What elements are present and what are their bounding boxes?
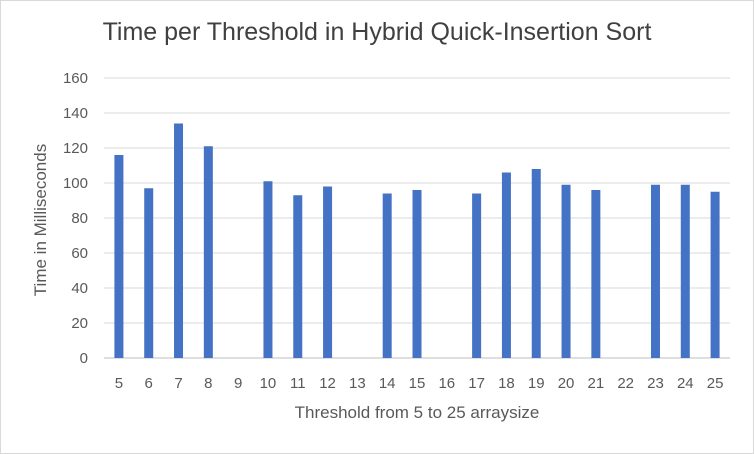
bar-20 <box>561 184 571 358</box>
bar-8 <box>203 146 213 358</box>
bar-6 <box>144 188 154 358</box>
bar-21 <box>591 190 601 358</box>
y-tick-label: 120 <box>63 140 88 157</box>
x-tick-label: 16 <box>438 375 455 392</box>
x-tick-label: 23 <box>647 375 664 392</box>
x-tick-label: 10 <box>260 375 277 392</box>
x-tick-label: 20 <box>558 375 575 392</box>
x-tick-label: 14 <box>379 375 396 392</box>
x-tick-label: 15 <box>409 375 426 392</box>
x-tick-label: 13 <box>349 375 366 392</box>
y-tick-label: 160 <box>63 70 88 87</box>
y-tick-label: 20 <box>71 315 88 332</box>
x-tick-label: 25 <box>707 375 724 392</box>
x-tick-label: 24 <box>677 375 694 392</box>
bar-5 <box>114 155 124 358</box>
bar-23 <box>650 184 660 358</box>
bar-24 <box>680 184 690 358</box>
bar-18 <box>501 172 511 358</box>
x-tick-label: 12 <box>319 375 336 392</box>
y-tick-label: 80 <box>71 210 88 227</box>
x-tick-label: 21 <box>588 375 605 392</box>
bar-17 <box>472 193 482 358</box>
x-tick-label: 5 <box>115 375 123 392</box>
y-tick-label: 140 <box>63 105 88 122</box>
bar-12 <box>323 186 333 358</box>
x-tick-label: 7 <box>174 375 182 392</box>
bar-15 <box>412 190 422 358</box>
x-tick-label: 9 <box>234 375 242 392</box>
bar-19 <box>531 169 541 358</box>
x-tick-label: 11 <box>290 375 306 392</box>
y-axis-title: Time in Milliseconds <box>31 144 50 296</box>
chart-title: Time per Threshold in Hybrid Quick-Inser… <box>102 18 652 46</box>
y-tick-label: 100 <box>63 175 88 192</box>
y-tick-label: 60 <box>71 245 88 262</box>
y-tick-labels: 0 20 40 60 80 100 120 140 160 <box>63 70 88 367</box>
bars <box>114 123 720 358</box>
x-tick-label: 17 <box>468 375 485 392</box>
x-tick-label: 18 <box>498 375 515 392</box>
bar-25 <box>710 191 720 358</box>
bar-10 <box>263 181 273 358</box>
x-tick-labels: 5 6 7 8 9 10 11 12 13 14 15 16 17 18 19 20 21 22 23 24 25 <box>115 375 724 392</box>
y-tick-label: 0 <box>80 350 88 367</box>
bar-7 <box>174 123 184 358</box>
x-tick-label: 22 <box>617 375 634 392</box>
x-tick-label: 8 <box>204 375 212 392</box>
x-tick-label: 19 <box>528 375 545 392</box>
x-tick-label: 6 <box>145 375 153 392</box>
x-axis-title: Threshold from 5 to 25 arraysize <box>295 403 540 422</box>
y-tick-label: 40 <box>71 280 88 297</box>
bar-11 <box>293 195 303 358</box>
bar-14 <box>382 193 392 358</box>
